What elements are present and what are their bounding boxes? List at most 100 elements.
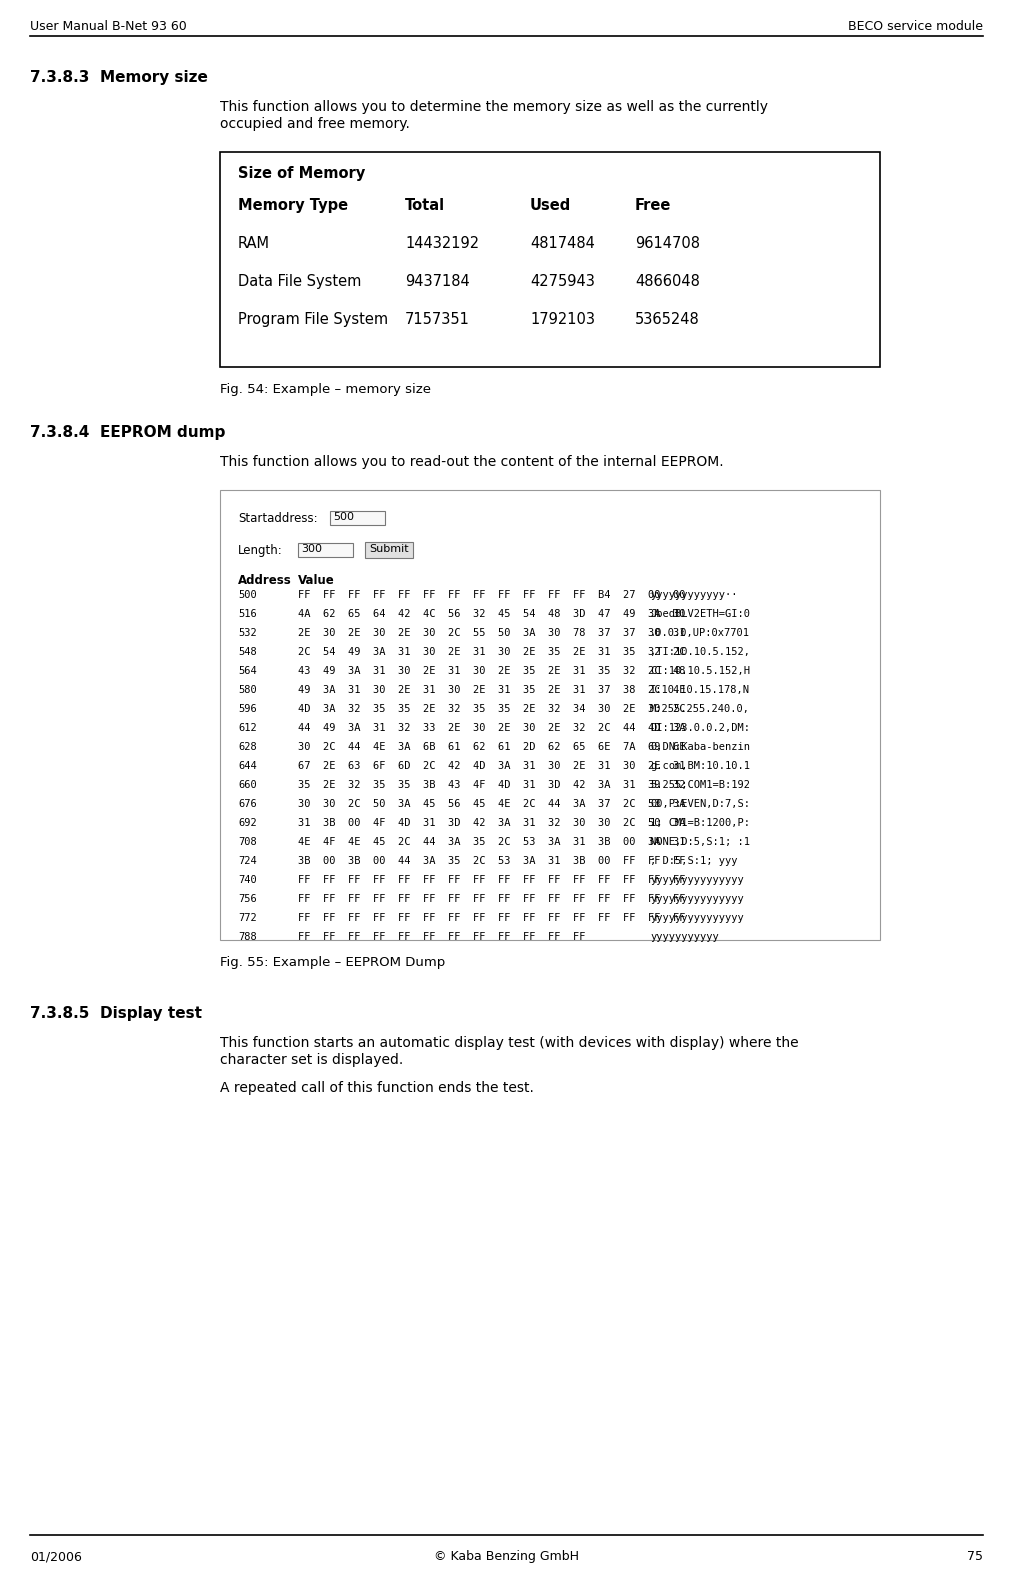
Text: FF  FF  FF  FF  FF  FF  FF  FF  FF  FF  FF  FF  FF  FF  FF  FF: FF FF FF FF FF FF FF FF FF FF FF FF FF F…	[298, 895, 686, 904]
Text: 00,P:EVEN,D:7,S:: 00,P:EVEN,D:7,S:	[650, 799, 750, 810]
Text: 4866048: 4866048	[635, 274, 700, 288]
Text: 580: 580	[238, 685, 256, 695]
FancyBboxPatch shape	[220, 490, 880, 940]
Text: 660: 660	[238, 780, 256, 791]
Text: 43  49  3A  31  30  2E  31  30  2E  35  2E  31  35  32  2C  48: 43 49 3A 31 30 2E 31 30 2E 35 2E 31 35 3…	[298, 666, 686, 676]
Text: 5.255;COM1=B:192: 5.255;COM1=B:192	[650, 780, 750, 791]
Text: 9614708: 9614708	[635, 236, 700, 250]
Text: 1792103: 1792103	[530, 312, 595, 328]
Text: BECO service module: BECO service module	[848, 20, 983, 33]
Text: 7.3.8.4: 7.3.8.4	[30, 425, 89, 439]
Text: 31  3B  00  4F  4D  31  3D  42  3A  31  32  30  30  2C  50  3A: 31 3B 00 4F 4D 31 3D 42 3A 31 32 30 30 2…	[298, 817, 686, 828]
Text: 0,DN:Kaba-benzin: 0,DN:Kaba-benzin	[650, 742, 750, 751]
Text: 596: 596	[238, 704, 256, 713]
Text: © Kaba Benzing GmbH: © Kaba Benzing GmbH	[434, 1550, 578, 1562]
Text: 1; CM1=B:1200,P:: 1; CM1=B:1200,P:	[650, 817, 750, 828]
Text: 500: 500	[238, 591, 256, 600]
Text: 35  2E  32  35  35  3B  43  4F  4D  31  3D  42  3A  31  39  32: 35 2E 32 35 35 3B 43 4F 4D 31 3D 42 3A 3…	[298, 780, 686, 791]
Text: 724: 724	[238, 855, 256, 866]
Text: 14432192: 14432192	[405, 236, 479, 250]
Text: 44  49  3A  31  32  33  2E  30  2E  30  2E  32  2C  44  4D  3A: 44 49 3A 31 32 33 2E 30 2E 30 2E 32 2C 4…	[298, 723, 686, 732]
Text: .0.0.0,UP:0x7701: .0.0.0,UP:0x7701	[650, 628, 750, 638]
Text: Program File System: Program File System	[238, 312, 388, 328]
Text: Size of Memory: Size of Memory	[238, 165, 366, 181]
Text: Submit: Submit	[369, 543, 409, 554]
FancyBboxPatch shape	[298, 543, 353, 558]
Text: 4A  62  65  64  42  4C  56  32  45  54  48  3D  47  49  3A  30: 4A 62 65 64 42 4C 56 32 45 54 48 3D 47 4…	[298, 610, 686, 619]
Text: Fig. 54: Example – memory size: Fig. 54: Example – memory size	[220, 383, 431, 395]
Text: This function allows you to read-out the content of the internal EEPROM.: This function allows you to read-out the…	[220, 455, 723, 469]
Text: FF  FF  FF  FF  FF  FF  FF  FF  FF  FF  FF  FF  B4  27  00  00: FF FF FF FF FF FF FF FF FF FF FF FF B4 2…	[298, 591, 686, 600]
Text: 67  2E  63  6F  6D  2C  42  4D  3A  31  30  2E  31  30  2E  31: 67 2E 63 6F 6D 2C 42 4D 3A 31 30 2E 31 3…	[298, 761, 686, 772]
Text: 2C  54  49  3A  31  30  2E  31  30  2E  35  2E  31  35  32  2C: 2C 54 49 3A 31 30 2E 31 30 2E 35 2E 31 3…	[298, 647, 686, 657]
Text: User Manual B-Net 93 60: User Manual B-Net 93 60	[30, 20, 186, 33]
Text: 7.3.8.5: 7.3.8.5	[30, 1006, 89, 1021]
Text: 2E  30  2E  30  2E  30  2C  55  50  3A  30  78  37  37  30  31: 2E 30 2E 30 2E 30 2C 55 50 3A 30 78 37 3…	[298, 628, 686, 638]
Text: ; D:5,S:1; yyy: ; D:5,S:1; yyy	[650, 855, 737, 866]
Text: 756: 756	[238, 895, 256, 904]
Text: 9437184: 9437184	[405, 274, 470, 288]
Text: Length:: Length:	[238, 543, 283, 558]
Text: 3B  00  3B  00  44  3A  35  2C  53  3A  31  3B  00  FF  FF  FF: 3B 00 3B 00 44 3A 35 2C 53 3A 31 3B 00 F…	[298, 855, 686, 866]
FancyBboxPatch shape	[365, 542, 413, 558]
Text: CI:10.10.5.152,H: CI:10.10.5.152,H	[650, 666, 750, 676]
Text: NONE,D:5,S:1; :1: NONE,D:5,S:1; :1	[650, 836, 750, 847]
FancyBboxPatch shape	[330, 510, 385, 524]
Text: Memory size: Memory size	[100, 69, 208, 85]
Text: 788: 788	[238, 932, 256, 942]
Text: M:255.255.240.0,: M:255.255.240.0,	[650, 704, 750, 713]
Text: Total: Total	[405, 198, 445, 213]
Text: 7.3.8.3: 7.3.8.3	[30, 69, 89, 85]
Text: RAM: RAM	[238, 236, 270, 250]
Text: 4275943: 4275943	[530, 274, 595, 288]
Text: 628: 628	[238, 742, 256, 751]
Text: yyyyyyyyyyyyyyy: yyyyyyyyyyyyyyy	[650, 895, 744, 904]
Text: 740: 740	[238, 876, 256, 885]
Text: 4D  3A  32  35  35  2E  32  35  35  2E  32  34  30  2E  30  2C: 4D 3A 32 35 35 2E 32 35 35 2E 32 34 30 2…	[298, 704, 686, 713]
Text: Free: Free	[635, 198, 672, 213]
Text: 532: 532	[238, 628, 256, 638]
Text: 708: 708	[238, 836, 256, 847]
Text: 300: 300	[301, 543, 322, 554]
Text: 500: 500	[333, 512, 354, 521]
Text: yyyyyyyyyyyyyyy: yyyyyyyyyyyyyyy	[650, 876, 744, 885]
Text: yyyyyyyyyyyyyyy: yyyyyyyyyyyyyyy	[650, 913, 744, 923]
Text: FF  FF  FF  FF  FF  FF  FF  FF  FF  FF  FF  FF: FF FF FF FF FF FF FF FF FF FF FF FF	[298, 932, 586, 942]
Text: 30  2C  44  4E  3A  6B  61  62  61  2D  62  65  6E  7A  69  6E: 30 2C 44 4E 3A 6B 61 62 61 2D 62 65 6E 7…	[298, 742, 686, 751]
Text: Address: Address	[238, 573, 292, 587]
Text: occupied and free memory.: occupied and free memory.	[220, 117, 410, 131]
Text: I:10.10.15.178,N: I:10.10.15.178,N	[650, 685, 750, 695]
Text: EEPROM dump: EEPROM dump	[100, 425, 225, 439]
Text: yyyyyyyyyyyy··: yyyyyyyyyyyy··	[650, 591, 737, 600]
Text: Memory Type: Memory Type	[238, 198, 348, 213]
Text: 49  3A  31  30  2E  31  30  2E  31  35  2E  31  37  38  2C  4E: 49 3A 31 30 2E 31 30 2E 31 35 2E 31 37 3…	[298, 685, 686, 695]
Text: 644: 644	[238, 761, 256, 772]
Text: character set is displayed.: character set is displayed.	[220, 1054, 403, 1066]
Text: Display test: Display test	[100, 1006, 202, 1021]
Text: FF  FF  FF  FF  FF  FF  FF  FF  FF  FF  FF  FF  FF  FF  FF  FF: FF FF FF FF FF FF FF FF FF FF FF FF FF F…	[298, 876, 686, 885]
Text: Fig. 55: Example – EEPROM Dump: Fig. 55: Example – EEPROM Dump	[220, 956, 446, 969]
Text: JbedBLV2ETH=GI:0: JbedBLV2ETH=GI:0	[650, 610, 750, 619]
Text: 5365248: 5365248	[635, 312, 700, 328]
Text: Data File System: Data File System	[238, 274, 362, 288]
Text: Value: Value	[298, 573, 334, 587]
Text: 01/2006: 01/2006	[30, 1550, 82, 1562]
Text: This function starts an automatic display test (with devices with display) where: This function starts an automatic displa…	[220, 1036, 798, 1051]
Text: 564: 564	[238, 666, 256, 676]
Text: Startaddress:: Startaddress:	[238, 512, 318, 524]
Text: 692: 692	[238, 817, 256, 828]
Text: 4817484: 4817484	[530, 236, 595, 250]
Text: ,TI:10.10.5.152,: ,TI:10.10.5.152,	[650, 647, 750, 657]
Text: This function allows you to determine the memory size as well as the currently: This function allows you to determine th…	[220, 99, 768, 113]
FancyBboxPatch shape	[220, 153, 880, 367]
Text: 772: 772	[238, 913, 256, 923]
Text: Used: Used	[530, 198, 571, 213]
Text: 548: 548	[238, 647, 256, 657]
Text: 516: 516	[238, 610, 256, 619]
Text: A repeated call of this function ends the test.: A repeated call of this function ends th…	[220, 1080, 534, 1095]
Text: 7157351: 7157351	[405, 312, 470, 328]
Text: 4E  4F  4E  45  2C  44  3A  35  2C  53  3A  31  3B  00  3A  31: 4E 4F 4E 45 2C 44 3A 35 2C 53 3A 31 3B 0…	[298, 836, 686, 847]
Text: 676: 676	[238, 799, 256, 810]
Text: g.com,BM:10.10.1: g.com,BM:10.10.1	[650, 761, 750, 772]
Text: 30  30  2C  50  3A  45  56  45  4E  2C  44  3A  37  2C  53  3A: 30 30 2C 50 3A 45 56 45 4E 2C 44 3A 37 2…	[298, 799, 686, 810]
